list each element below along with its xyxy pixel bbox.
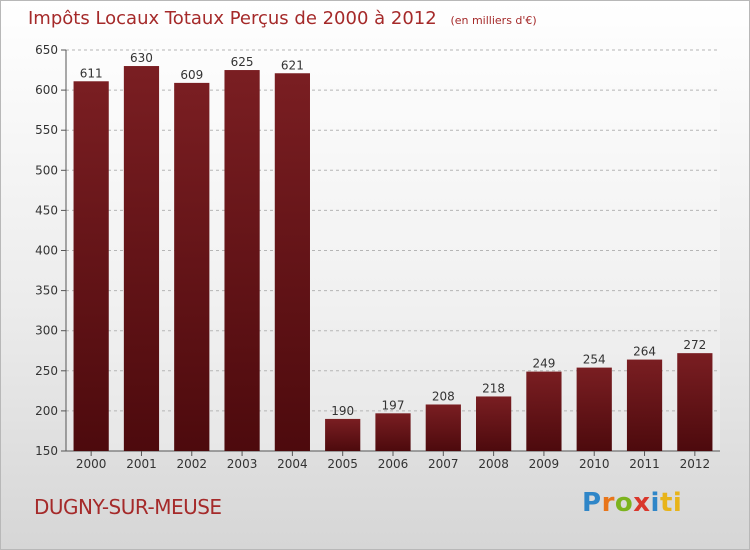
bar [174,82,210,451]
x-tick-label: 2006 [378,457,409,471]
bar [576,367,612,451]
y-tick-label: 300 [35,324,58,338]
data-label: 190 [331,404,354,418]
bar [73,81,109,451]
y-tick-label: 200 [35,404,58,418]
data-label: 609 [180,68,203,82]
proxiti-logo[interactable]: Proxiti [582,488,682,518]
x-tick-label: 2008 [478,457,509,471]
x-tick-label: 2007 [428,457,459,471]
logo-letter: x [633,488,651,518]
logo-letter: P [582,488,602,518]
bar [123,66,160,451]
data-label: 630 [130,51,153,65]
data-label: 621 [281,58,304,72]
data-label: 272 [683,338,706,352]
y-tick-label: 150 [35,444,58,458]
y-tick-label: 400 [35,244,58,258]
y-tick-label: 650 [35,43,58,57]
logo-letter: o [614,488,634,518]
data-label: 611 [80,66,103,80]
x-tick-label: 2004 [277,457,308,471]
data-label: 254 [583,353,606,367]
logo-letter: i [650,488,660,518]
bar [325,418,361,451]
y-tick-label: 250 [35,364,58,378]
data-label: 218 [482,381,505,395]
bar [526,371,562,451]
x-tick-label: 2002 [176,457,207,471]
bar [677,353,713,451]
title-text: Impôts Locaux Totaux Perçus de 2000 à 20… [28,8,437,29]
bar [626,359,663,451]
logo-letter: r [601,488,615,518]
y-tick-label: 500 [35,163,58,177]
y-tick-label: 600 [35,83,58,97]
data-label: 249 [532,357,555,371]
x-tick-label: 2001 [126,457,157,471]
x-tick-label: 2011 [629,457,660,471]
bar [375,413,411,451]
place-name: DUGNY-SUR-MEUSE [34,495,222,519]
data-label: 208 [432,389,455,403]
y-tick-label: 450 [35,203,58,217]
data-label: 625 [231,55,254,69]
data-label: 264 [633,345,656,359]
chart-title: Impôts Locaux Totaux Perçus de 2000 à 20… [28,8,537,29]
bar [224,70,260,452]
x-tick-label: 2003 [227,457,258,471]
data-label: 197 [382,398,405,412]
bar [274,73,310,452]
y-tick-label: 350 [35,284,58,298]
x-tick-label: 2009 [529,457,560,471]
y-tick-label: 550 [35,123,58,137]
bar [476,396,512,451]
bar [425,404,461,451]
title-unit: (en milliers d'€) [450,14,537,27]
x-tick-label: 2012 [680,457,711,471]
x-tick-label: 2000 [76,457,107,471]
logo-letter: ti [659,488,683,518]
x-tick-label: 2010 [579,457,610,471]
x-tick-label: 2005 [327,457,358,471]
